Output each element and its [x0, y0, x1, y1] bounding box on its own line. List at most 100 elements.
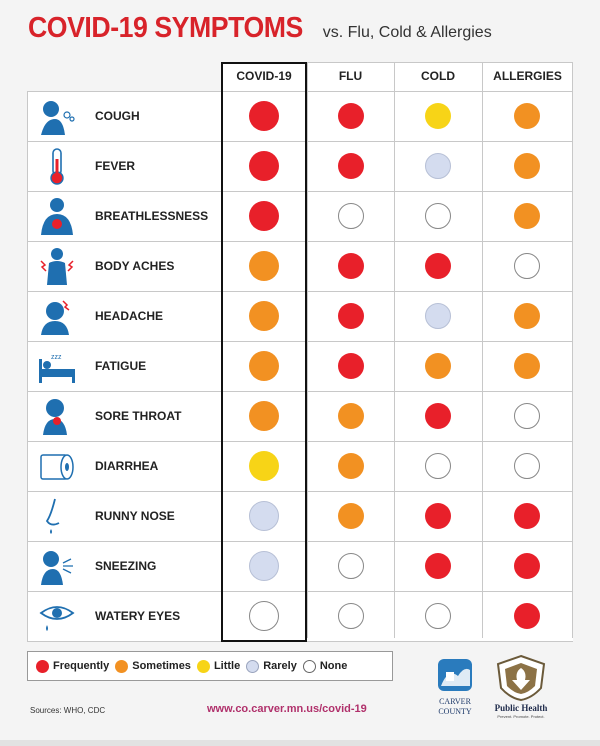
table-row: COUGH — [27, 91, 573, 141]
frequency-dot-rarely — [249, 551, 279, 581]
legend-dot-rarely — [246, 659, 260, 673]
legend-item-little: Little — [196, 659, 241, 673]
legend-item-none: None — [302, 659, 348, 673]
frequency-dot-rarely — [425, 153, 451, 179]
public-health-logo-text: Public Health — [495, 703, 548, 713]
frequency-dot-sometimes — [338, 503, 364, 529]
table-row: WATERY EYES — [27, 591, 573, 641]
carver-logo-line1: CARVER — [439, 697, 471, 706]
legend-item-rarely: Rarely — [246, 659, 297, 673]
frequency-dot-rarely — [425, 303, 451, 329]
bed-icon: zzz — [39, 354, 75, 383]
frequency-dot-frequently — [514, 603, 540, 629]
svg-text:zzz: zzz — [51, 354, 62, 361]
symptom-label: BODY ACHES — [95, 259, 175, 273]
table-row: DIARRHEA — [27, 441, 573, 491]
column-divider — [394, 62, 395, 638]
website-link[interactable]: www.co.carver.mn.us/covid-19 — [207, 703, 367, 715]
column-header-allergies: ALLERGIES — [493, 69, 562, 83]
frequency-dot-sometimes — [249, 251, 279, 281]
row-divider — [27, 191, 573, 192]
header-top-line — [221, 62, 573, 63]
frequency-dot-sometimes — [249, 351, 279, 381]
frequency-dot-frequently — [249, 151, 279, 181]
legend-label: Frequently — [53, 660, 110, 672]
frequency-dot-sometimes — [514, 353, 540, 379]
column-divider — [482, 62, 483, 638]
frequency-dot-frequently — [425, 253, 451, 279]
symptom-label: HEADACHE — [95, 309, 164, 323]
sore-throat-icon — [43, 399, 67, 435]
column-divider — [27, 91, 28, 641]
frequency-dot-none — [514, 403, 540, 429]
table-row: SORE THROAT — [27, 391, 573, 441]
table-row: BREATHLESSNESS — [27, 191, 573, 241]
public-health-logo-tagline: Prevent. Promote. Protect. — [497, 714, 544, 719]
row-divider — [27, 341, 573, 342]
eye-tear-icon — [39, 606, 75, 631]
frequency-dot-sometimes — [514, 153, 540, 179]
frequency-dot-frequently — [425, 553, 451, 579]
legend-dot-frequently — [36, 659, 49, 673]
frequency-dot-frequently — [514, 553, 540, 579]
legend-dot-little — [196, 659, 210, 673]
frequency-dot-none — [425, 603, 451, 629]
covid-column-highlight — [221, 62, 307, 642]
frequency-dot-frequently — [249, 101, 279, 131]
frequency-dot-sometimes — [514, 303, 540, 329]
legend-label: None — [319, 660, 348, 672]
row-divider — [27, 491, 573, 492]
frequency-dot-frequently — [338, 303, 364, 329]
frequency-dot-sometimes — [425, 353, 451, 379]
frequency-dot-frequently — [425, 503, 451, 529]
symptom-label: BREATHLESSNESS — [95, 209, 209, 223]
frequency-dot-little — [249, 451, 279, 481]
table-row: HEADACHE — [27, 291, 573, 341]
frequency-dot-sometimes — [514, 103, 540, 129]
symptom-label: SNEEZING — [95, 559, 157, 573]
frequency-dot-rarely — [249, 501, 279, 531]
title-main: COVID-19 SYMPTOMS — [28, 12, 303, 44]
table-row: BODY ACHES — [27, 241, 573, 291]
column-divider — [572, 62, 573, 638]
sneeze-icon — [41, 551, 73, 585]
legend-dot-sometimes — [115, 659, 129, 673]
column-header-flu: FLU — [338, 69, 363, 83]
frequency-dot-sometimes — [338, 403, 364, 429]
header-bg — [221, 62, 573, 91]
cough-icon — [41, 101, 75, 135]
symptom-label: WATERY EYES — [95, 609, 181, 623]
nose-drip-icon — [45, 498, 60, 534]
sources-note: Sources: WHO, CDC — [30, 706, 106, 715]
table-row: RUNNY NOSE — [27, 491, 573, 541]
headache-icon — [41, 300, 70, 335]
symptom-table: COVID-19 FLU COLD ALLERGIES COUGH FEVER BREATH… — [27, 62, 573, 642]
lungs-person-icon — [41, 198, 73, 235]
thermometer-icon — [50, 148, 64, 185]
carver-logo-line2: COUNTY — [438, 707, 472, 716]
frequency-dot-frequently — [425, 403, 451, 429]
symptom-label: COUGH — [95, 109, 140, 123]
legend-label: Little — [213, 660, 241, 672]
frequency-dot-little — [425, 103, 451, 129]
column-header-cold: COLD — [421, 69, 455, 83]
column-divider — [307, 62, 308, 638]
table-row: SNEEZING — [27, 541, 573, 591]
row-divider — [27, 141, 573, 142]
frequency-dot-none — [338, 203, 364, 229]
bottom-strip — [0, 740, 600, 746]
table-row: FEVER — [27, 141, 573, 191]
legend: Frequently Sometimes Little Rarely None — [27, 651, 393, 681]
frequency-dot-frequently — [338, 253, 364, 279]
frequency-dot-none — [514, 253, 540, 279]
row-divider — [27, 391, 573, 392]
body-ache-icon — [40, 248, 74, 285]
frequency-dot-frequently — [338, 153, 364, 179]
legend-dot-none — [302, 659, 316, 673]
row-divider — [27, 291, 573, 292]
frequency-dot-frequently — [514, 503, 540, 529]
frequency-dot-sometimes — [249, 401, 279, 431]
symptom-label: SORE THROAT — [95, 409, 182, 423]
symptom-label: FEVER — [95, 159, 136, 173]
row-divider — [27, 441, 573, 442]
